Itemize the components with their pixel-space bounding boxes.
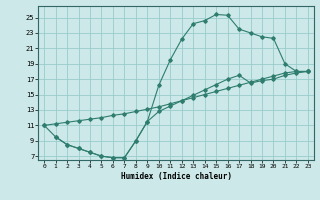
X-axis label: Humidex (Indice chaleur): Humidex (Indice chaleur)	[121, 172, 231, 181]
